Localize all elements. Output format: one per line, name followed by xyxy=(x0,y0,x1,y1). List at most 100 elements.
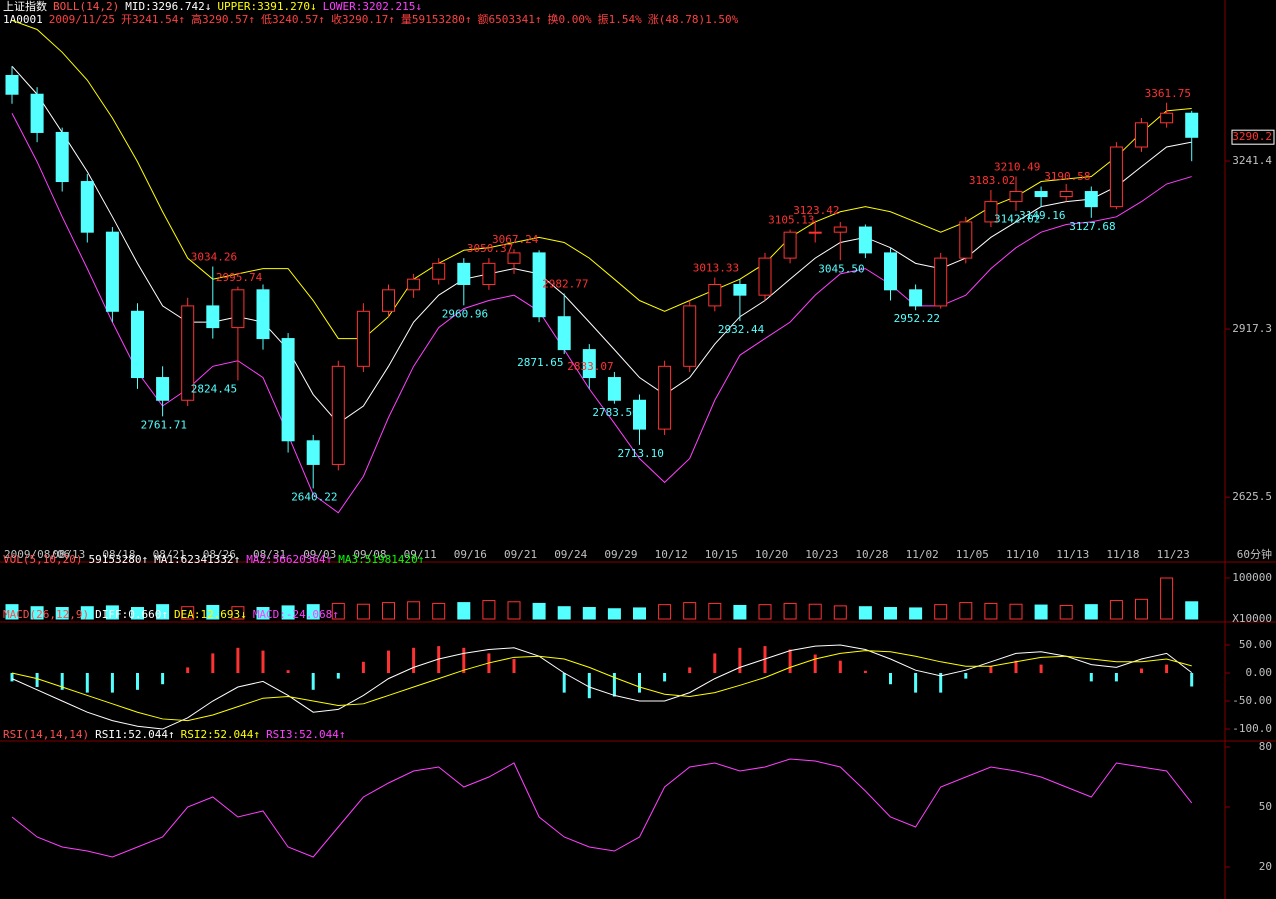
price-annotation: 3149.16 xyxy=(1019,209,1065,222)
candle-body xyxy=(1084,191,1098,208)
candle-body xyxy=(382,289,395,312)
candle-body xyxy=(256,289,270,340)
volume-bar xyxy=(607,608,621,620)
legend-text: 量59153280↑ xyxy=(401,13,472,26)
legend-text: RSI(14,14,14) xyxy=(3,728,89,741)
volume-bar xyxy=(80,606,94,620)
price-annotation: 3127.68 xyxy=(1069,220,1115,233)
candle-body xyxy=(1059,191,1073,198)
candle-body xyxy=(507,252,521,264)
x-tick-label: 11/18 xyxy=(1106,548,1139,561)
price-annotation: 3142.02 xyxy=(994,213,1040,226)
volume-bar xyxy=(1059,604,1073,620)
candle-body xyxy=(5,74,19,95)
volume-bar xyxy=(683,602,697,620)
legend-text: 换0.00% xyxy=(548,12,592,26)
candle-body xyxy=(482,262,496,285)
volume-bar xyxy=(55,607,69,620)
legend-text: DIFF:0.660↑ xyxy=(95,608,168,621)
volume-bar xyxy=(131,607,144,620)
candle-body xyxy=(457,262,471,285)
candle-body xyxy=(231,289,245,329)
legend-text: MACD(26,12,9) xyxy=(3,608,89,621)
candle-body xyxy=(708,283,722,307)
candle-body xyxy=(206,305,220,329)
volume-bar xyxy=(582,607,596,620)
x-tick-label: 10/28 xyxy=(855,548,888,561)
volume-bar xyxy=(30,606,44,620)
x-tick-label: 09/16 xyxy=(454,548,487,561)
candle-body xyxy=(1160,112,1174,124)
legend-text: RSI1:52.044↑ xyxy=(95,728,174,741)
volume-bar xyxy=(1109,600,1123,620)
volume-bar xyxy=(382,602,395,620)
candle-body xyxy=(356,310,370,367)
volume-bar xyxy=(281,605,295,620)
y-tick-label: 80 xyxy=(1259,740,1272,753)
x-tick-label: 09/21 xyxy=(504,548,537,561)
x-tick-label: 08/18 xyxy=(102,548,135,561)
x-tick-label: 09/11 xyxy=(404,548,437,561)
price-annotation: 3183.02 xyxy=(969,174,1015,187)
legend-text: 开3241.54↑ xyxy=(121,13,185,26)
price-annotation: 3361.75 xyxy=(1145,87,1191,100)
candle-body xyxy=(1009,191,1023,203)
price-annotation: 3045.50 xyxy=(818,262,864,275)
volume-bar xyxy=(231,606,245,620)
candle-body xyxy=(30,93,44,133)
volume-bar xyxy=(1135,598,1148,620)
legend-text: 额6503341↑ xyxy=(478,13,542,26)
candle-body xyxy=(432,262,446,280)
price-annotation: 3067.24 xyxy=(492,233,539,246)
volume-bar xyxy=(1160,577,1174,620)
candle-body xyxy=(306,440,320,465)
x-tick-label: 10/23 xyxy=(805,548,838,561)
candle-body xyxy=(156,377,170,401)
legend-text: RSI3:52.044↑ xyxy=(266,728,345,741)
volume-bar xyxy=(858,606,872,620)
volume-bar xyxy=(156,604,170,620)
volume-bar xyxy=(105,605,119,620)
legend-text: 低3240.57↑ xyxy=(261,13,325,26)
x-tick-label: 08/31 xyxy=(253,548,286,561)
legend-text: MA1:62341332↑ xyxy=(154,553,240,566)
legend-text: MID:3296.742↓ xyxy=(125,0,211,13)
x-tick-label: 10/12 xyxy=(655,548,688,561)
y-tick-label: 3241.4 xyxy=(1232,154,1272,167)
candle-body xyxy=(733,283,747,296)
y-tick-label: 20 xyxy=(1259,860,1272,873)
candle-body xyxy=(984,201,998,223)
legend-text: LOWER:3202.215↓ xyxy=(323,0,422,13)
x-tick-label: 10/15 xyxy=(705,548,738,561)
candle-body xyxy=(131,310,144,379)
candle-body xyxy=(658,365,672,430)
y-tick-label: -50.00 xyxy=(1232,694,1272,707)
candle-body xyxy=(331,365,345,465)
legend-text: UPPER:3391.270↓ xyxy=(217,0,316,13)
candle-body xyxy=(758,257,772,296)
candle-body xyxy=(959,221,973,259)
candle-body xyxy=(1034,191,1048,198)
price-annotation: 3123.42 xyxy=(793,204,839,217)
candle-body xyxy=(55,131,69,183)
x-tick-label: 10/20 xyxy=(755,548,788,561)
volume-bar xyxy=(482,600,496,620)
candle-body xyxy=(1185,112,1199,138)
x-tick-label: 08/21 xyxy=(153,548,186,561)
price-annotation: 2995.74 xyxy=(216,271,263,284)
x-tick-label: 09/24 xyxy=(554,548,587,561)
candle-body xyxy=(633,399,646,430)
candle-body xyxy=(582,349,596,379)
candle-body xyxy=(909,289,923,307)
volume-bar xyxy=(507,601,521,620)
price-annotation: 2833.07 xyxy=(567,360,613,373)
volume-bar xyxy=(5,604,19,620)
indicator-line xyxy=(11,644,1193,730)
volume-bar xyxy=(306,604,320,620)
volume-bar xyxy=(457,602,471,620)
legend-text: BOLL(14,2) xyxy=(53,0,119,13)
candle-body xyxy=(934,257,948,307)
price-annotation: 2982.77 xyxy=(542,278,588,291)
x-tick-label: 11/13 xyxy=(1056,548,1089,561)
